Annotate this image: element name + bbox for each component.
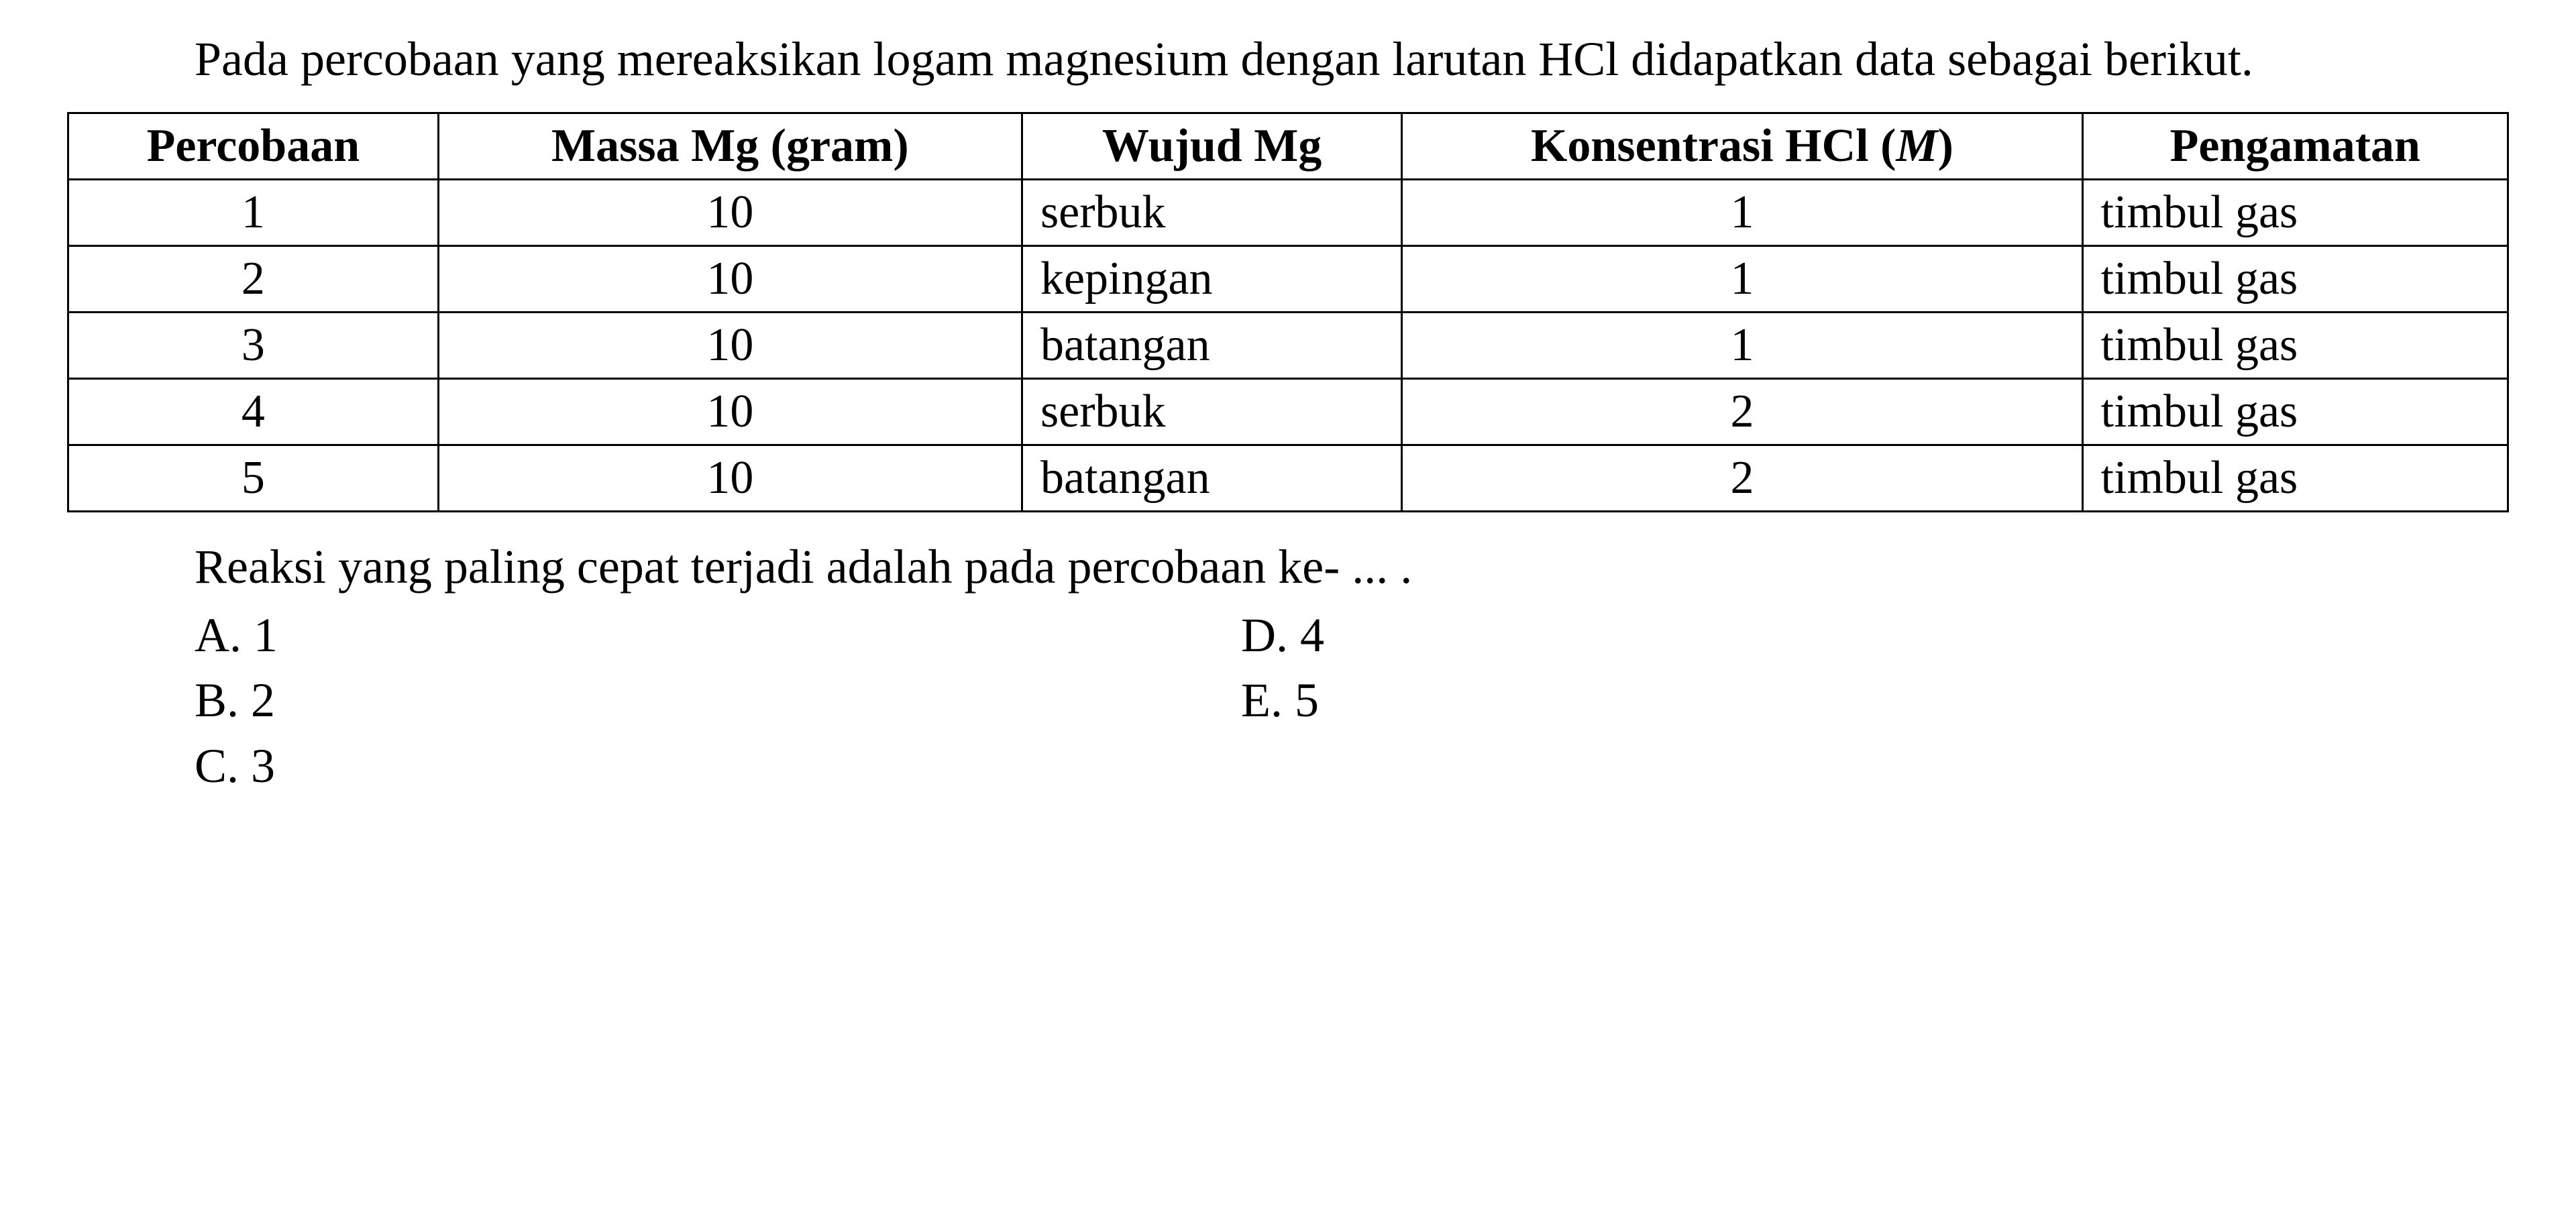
option-c: C. 3 <box>195 734 1241 799</box>
intro-line-2: didapatkan data sebagai berikut. <box>1631 32 2253 86</box>
col-header-percobaan: Percobaan <box>68 113 439 180</box>
cell-wujud: batangan <box>1022 313 1401 379</box>
cell-wujud: batangan <box>1022 445 1401 512</box>
cell-percobaan: 5 <box>68 445 439 512</box>
col-header-pengamatan: Pengamatan <box>2082 113 2508 180</box>
cell-pengamatan: timbul gas <box>2082 180 2508 246</box>
option-e: E. 5 <box>1241 668 2536 733</box>
cell-konsentrasi: 1 <box>1402 246 2082 313</box>
table-row: 5 10 batangan 2 timbul gas <box>68 445 2508 512</box>
table-row: 4 10 serbuk 2 timbul gas <box>68 379 2508 445</box>
cell-pengamatan: timbul gas <box>2082 246 2508 313</box>
option-b: B. 2 <box>195 668 1241 733</box>
cell-pengamatan: timbul gas <box>2082 313 2508 379</box>
col-header-massa: Massa Mg (gram) <box>438 113 1022 180</box>
question-text: Reaksi yang paling cepat terjadi adalah … <box>195 539 2536 595</box>
intro-text: Pada percobaan yang mereaksikan logam ma… <box>195 27 2482 92</box>
option-d: D. 4 <box>1241 603 2536 668</box>
option-a: A. 1 <box>195 603 1241 668</box>
cell-konsentrasi: 2 <box>1402 379 2082 445</box>
answer-options: A. 1 D. 4 B. 2 E. 5 C. 3 <box>195 603 2536 799</box>
table-row: 3 10 batangan 1 timbul gas <box>68 313 2508 379</box>
cell-konsentrasi: 1 <box>1402 180 2082 246</box>
cell-percobaan: 3 <box>68 313 439 379</box>
cell-wujud: serbuk <box>1022 379 1401 445</box>
col-header-wujud: Wujud Mg <box>1022 113 1401 180</box>
cell-percobaan: 2 <box>68 246 439 313</box>
cell-massa: 10 <box>438 445 1022 512</box>
cell-massa: 10 <box>438 313 1022 379</box>
cell-wujud: serbuk <box>1022 180 1401 246</box>
data-table: Percobaan Massa Mg (gram) Wujud Mg Konse… <box>67 112 2509 512</box>
cell-wujud: kepingan <box>1022 246 1401 313</box>
cell-percobaan: 4 <box>68 379 439 445</box>
cell-konsentrasi: 2 <box>1402 445 2082 512</box>
table-row: 1 10 serbuk 1 timbul gas <box>68 180 2508 246</box>
cell-massa: 10 <box>438 180 1022 246</box>
cell-percobaan: 1 <box>68 180 439 246</box>
table-row: 2 10 kepingan 1 timbul gas <box>68 246 2508 313</box>
cell-pengamatan: timbul gas <box>2082 445 2508 512</box>
cell-pengamatan: timbul gas <box>2082 379 2508 445</box>
cell-konsentrasi: 1 <box>1402 313 2082 379</box>
intro-line-1: Pada percobaan yang mereaksikan logam ma… <box>195 32 1619 86</box>
cell-massa: 10 <box>438 246 1022 313</box>
col-header-konsentrasi: Konsentrasi HCl (M) <box>1402 113 2082 180</box>
table-header-row: Percobaan Massa Mg (gram) Wujud Mg Konse… <box>68 113 2508 180</box>
cell-massa: 10 <box>438 379 1022 445</box>
